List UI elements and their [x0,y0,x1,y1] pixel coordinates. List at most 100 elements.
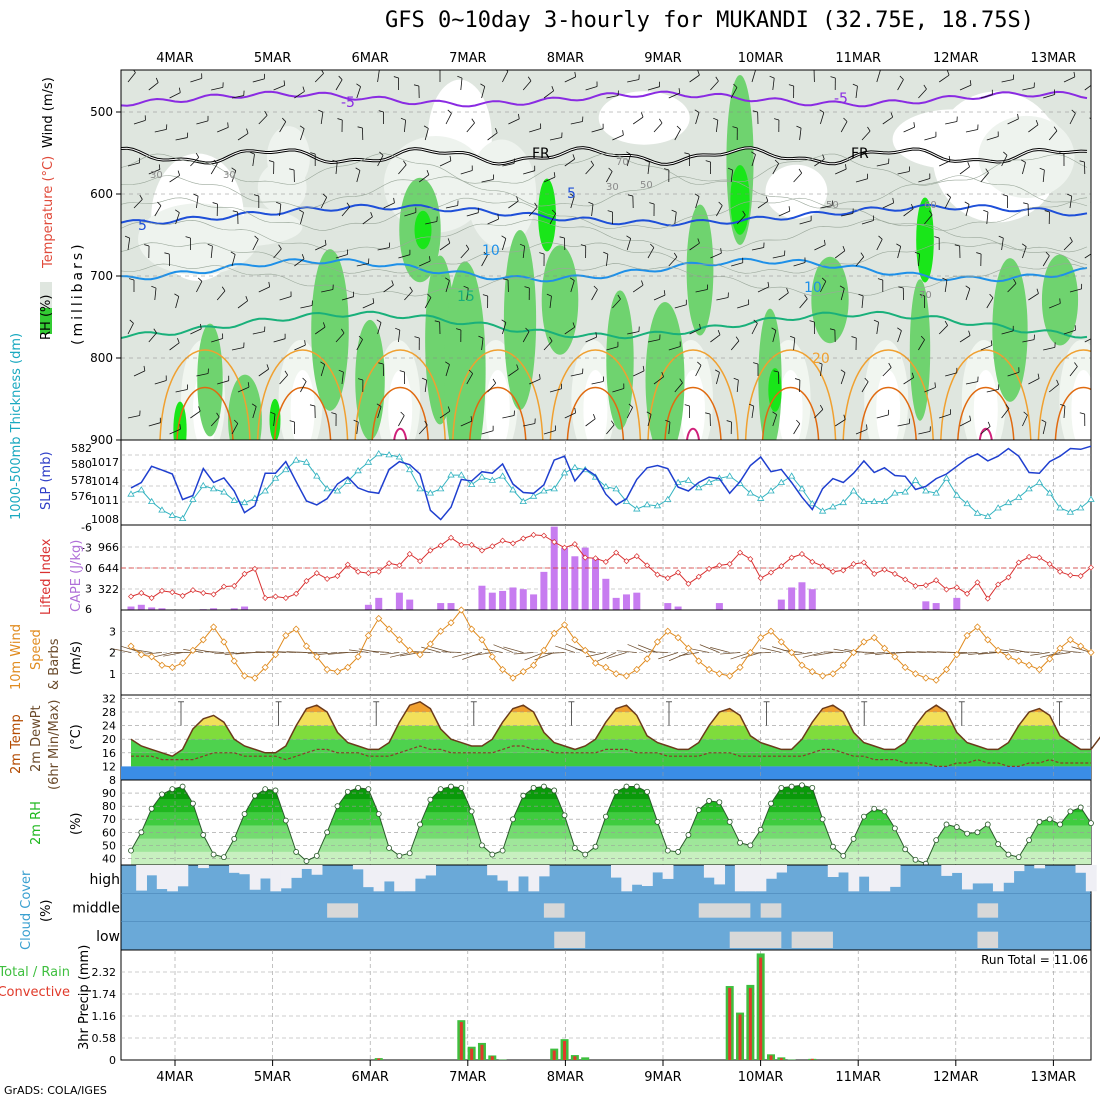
wind-barb [502,410,515,419]
wind-barb [730,336,740,351]
cloud-level-label: high [89,872,120,888]
wind-barb [1044,210,1050,225]
cloud-low-gap [977,931,999,948]
wind-barb [438,70,441,83]
wind10-barb [637,644,658,653]
thickness-line-point [643,501,651,508]
thickness-line-point [529,492,538,499]
cloud-high-gap [404,865,416,892]
precip-convective-bar [759,957,763,1060]
wind-barb [523,165,536,175]
wind-barb [1043,342,1056,351]
rh2m-line-point [664,847,671,854]
wind-barb [522,76,532,91]
cape-bar [715,603,723,610]
cape-bar [137,604,145,610]
wind-barb [591,376,605,385]
slp-tick-label: 1017 [91,456,119,469]
wind10-speed-line-point [788,648,796,657]
pressure-tick-label: 900 [90,433,113,447]
wind-barb [190,406,201,419]
precip-convective-bar [738,1014,742,1060]
wind10-speed-line [130,609,1092,681]
wind-barb [457,75,463,91]
wind-barb [1048,126,1058,141]
wind-barb [830,76,836,91]
wind-barb [127,410,141,419]
cape-bar [488,592,496,610]
cape-bar [364,604,372,610]
wind-barb [501,319,507,335]
wind-barb [939,409,952,419]
wind-barb [986,131,999,141]
wind-barb [570,368,584,377]
lifted-index-label: Lifted Index [39,538,54,615]
wind-barb [918,173,931,183]
rh2m-tick-label: 90 [102,787,116,800]
temp-tick-label: 32 [102,692,116,705]
thickness-line-point [1056,504,1064,511]
lifted-index-point [644,562,651,569]
wind-barb [959,161,970,175]
contour-minus5 [121,90,1088,108]
wind10-speed-line-point [819,672,827,680]
wind10-barb [802,652,823,658]
wind-barb [211,82,224,91]
wind-barb [732,126,738,141]
wind-barb [757,196,769,209]
precip-convective-bar [779,1058,783,1060]
cloud-high-gap [631,865,643,885]
cloud-high-gap [951,865,963,873]
wind10-speed-line-point [240,672,249,680]
cloud-high-gap [745,865,757,892]
date-label-top: 7MAR [449,51,486,66]
lifted-index-point [262,594,269,601]
rh2m-line-point [995,841,1001,847]
thickness-line-point [756,494,765,501]
cape-bar [922,601,930,610]
wind-barb [210,159,218,175]
wind-barb [606,167,613,183]
cape-bar [241,606,249,610]
wind10-barb [142,652,162,655]
precip-convective-bar [470,1048,474,1060]
wind-barb [1007,367,1020,377]
wind-barb [174,293,180,309]
wind-barb [1022,334,1035,343]
wind-barb [716,292,729,301]
wind10-speed-line-point [499,665,507,674]
wind-barb [820,200,833,209]
thickness-line-point [602,482,610,490]
rh2m-line-point [861,813,867,820]
rh2m-line-point [809,784,816,791]
wind-barb [154,201,162,217]
rh2m-line-point [313,852,320,859]
wind10-barb [204,650,224,653]
contour-label: 50 [826,200,839,211]
wind-barb [799,215,812,225]
wind-barb [337,118,343,133]
wind-barb [612,294,621,309]
cape-bar [406,599,414,610]
wind-barb [1090,299,1091,301]
slp-panel-labels: 1000-500mb Thickness (dm) SLP (mb) [9,333,54,520]
wind10-barb [875,652,895,656]
wind-barb [710,329,721,343]
dry-patch [681,370,705,440]
wind-barb [965,285,971,301]
wind-barb [855,173,868,183]
wind-barb [737,299,750,309]
cloud-high-gap [611,865,622,878]
wind10-barb [317,652,338,655]
thickness-line-point [271,474,280,481]
wind-barb [456,328,462,343]
wind-barb [508,196,519,209]
wind-barb [1028,288,1039,301]
rh2m-line-point [251,792,258,799]
cloud-high-gap [992,865,1004,892]
wind-barb [713,117,719,133]
thickness-line-point [767,487,775,494]
wind-barb [986,384,1000,393]
rh2m-line-point [778,784,785,791]
cloud-middle-gap [977,903,999,918]
